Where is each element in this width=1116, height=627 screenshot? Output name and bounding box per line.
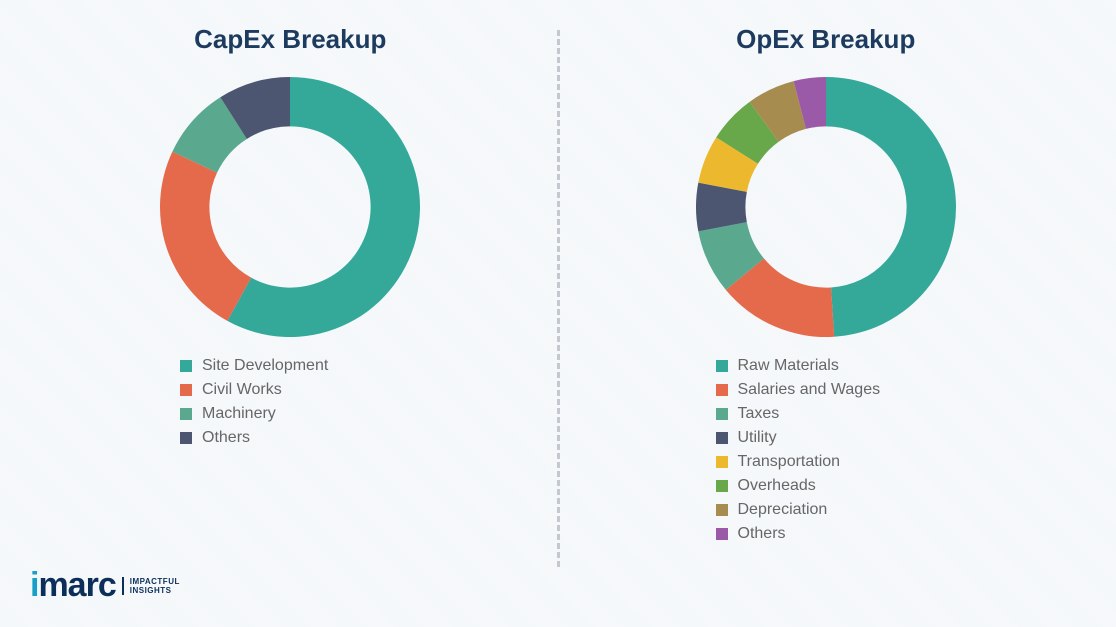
legend-item: Overheads (716, 477, 881, 495)
legend-label: Machinery (202, 405, 276, 423)
capex-legend: Site Development Civil Works Machinery Othe… (30, 357, 328, 453)
legend-item: Transportation (716, 453, 881, 471)
opex-donut-svg (686, 67, 966, 347)
legend-label: Depreciation (738, 501, 828, 519)
capex-donut-svg (150, 67, 430, 347)
legend-label: Taxes (738, 405, 780, 423)
legend-label: Civil Works (202, 381, 282, 399)
legend-label: Others (202, 429, 250, 447)
legend-item: Utility (716, 429, 881, 447)
opex-panel: OpEx Breakup Raw Materials Salaries and W… (566, 20, 1087, 607)
legend-swatch (716, 480, 728, 492)
capex-panel: CapEx Breakup Site Development Civil Work… (30, 20, 551, 607)
legend-item: Depreciation (716, 501, 881, 519)
legend-swatch (716, 384, 728, 396)
legend-swatch (716, 360, 728, 372)
legend-item: Salaries and Wages (716, 381, 881, 399)
charts-container: CapEx Breakup Site Development Civil Work… (0, 0, 1116, 627)
panel-divider (557, 30, 560, 567)
legend-swatch (180, 360, 192, 372)
legend-swatch (716, 408, 728, 420)
legend-item: Others (180, 429, 328, 447)
legend-label: Raw Materials (738, 357, 839, 375)
legend-swatch (716, 504, 728, 516)
opex-donut (686, 67, 966, 347)
legend-swatch (180, 432, 192, 444)
logo-tagline-2: Insights (130, 586, 172, 595)
legend-item: Machinery (180, 405, 328, 423)
legend-label: Utility (738, 429, 777, 447)
logo-mark: imarc (30, 566, 116, 605)
legend-swatch (180, 408, 192, 420)
legend-label: Overheads (738, 477, 816, 495)
legend-label: Others (738, 525, 786, 543)
legend-swatch (716, 528, 728, 540)
donut-slice (160, 152, 251, 321)
opex-title: OpEx Breakup (736, 24, 915, 55)
legend-item: Taxes (716, 405, 881, 423)
legend-swatch (716, 432, 728, 444)
legend-item: Others (716, 525, 881, 543)
legend-item: Site Development (180, 357, 328, 375)
legend-label: Transportation (738, 453, 841, 471)
legend-item: Civil Works (180, 381, 328, 399)
legend-item: Raw Materials (716, 357, 881, 375)
legend-swatch (716, 456, 728, 468)
legend-swatch (180, 384, 192, 396)
capex-donut (150, 67, 430, 347)
logo-tagline: Impactful Insights (122, 577, 180, 595)
legend-label: Site Development (202, 357, 328, 375)
logo-tagline-1: Impactful (130, 577, 180, 586)
donut-slice (826, 77, 956, 337)
legend-label: Salaries and Wages (738, 381, 881, 399)
brand-logo: imarc Impactful Insights (30, 566, 180, 605)
opex-legend: Raw Materials Salaries and Wages Taxes Util… (566, 357, 881, 549)
capex-title: CapEx Breakup (194, 24, 386, 55)
